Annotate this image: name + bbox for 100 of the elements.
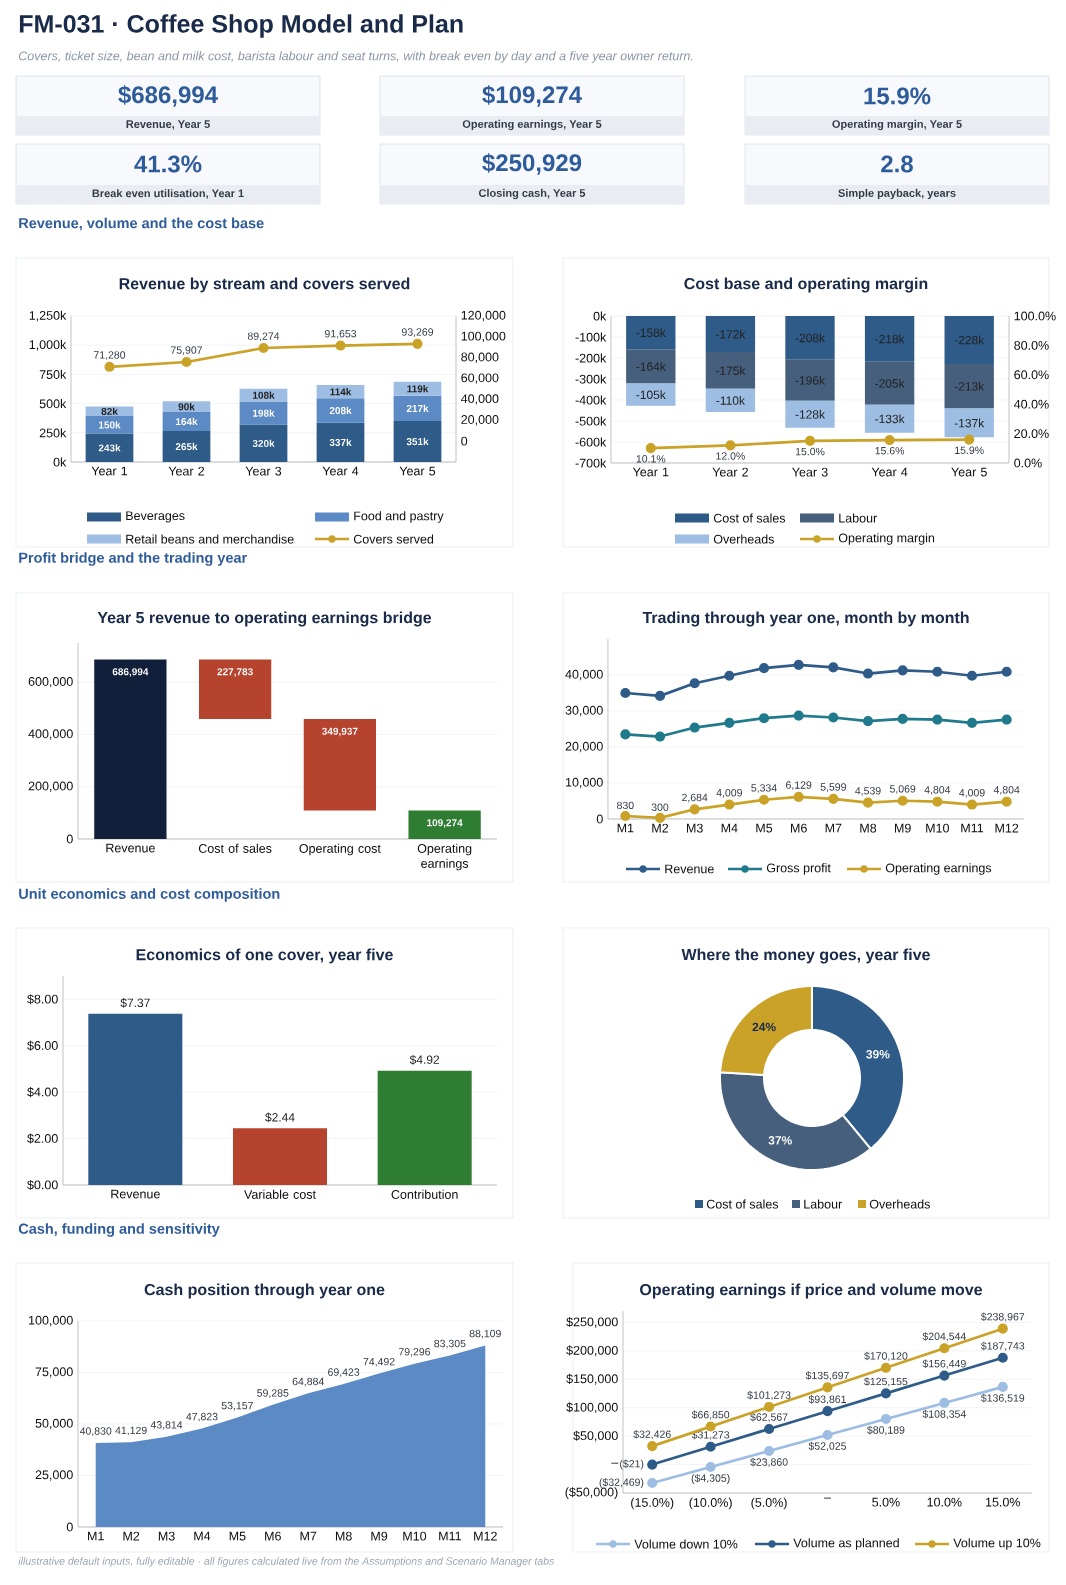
y2-tick-label: 60,000 xyxy=(461,373,499,384)
data-label: 37% xyxy=(768,1136,792,1145)
data-label: 265k xyxy=(175,442,198,451)
data-label: 320k xyxy=(252,439,275,447)
x-tick-label: M8 xyxy=(860,823,877,833)
point xyxy=(1001,796,1012,807)
bar xyxy=(626,383,676,406)
point xyxy=(822,1406,833,1417)
point xyxy=(758,794,770,805)
data-label: 93,269 xyxy=(401,328,434,337)
bar xyxy=(393,395,442,421)
data-label: -205k xyxy=(875,378,905,388)
y2-tick-label: 0.0% xyxy=(1014,458,1042,468)
point xyxy=(764,1401,775,1413)
y-tick-label: $250,000 xyxy=(566,1316,618,1328)
y-tick-label: 400,000 xyxy=(28,729,73,740)
chart-title: Trading through year one, month by month xyxy=(642,611,969,627)
data-label: 12.0% xyxy=(716,452,745,460)
point xyxy=(897,713,908,724)
y-tick-label: $2.00 xyxy=(27,1133,58,1144)
bar xyxy=(864,361,915,405)
data-label: 79,296 xyxy=(398,1348,431,1357)
bar xyxy=(316,398,365,423)
data-label: 90k xyxy=(178,402,195,411)
text: Cash, funding and sensitivity xyxy=(18,1223,220,1237)
data-label: 4,009 xyxy=(716,788,742,798)
y-tick-label: 50,000 xyxy=(35,1418,73,1430)
text: Revenue, volume and the cost base xyxy=(19,217,264,231)
bar xyxy=(705,352,756,389)
text: 2.8 xyxy=(881,155,913,173)
y-tick-label: $200,000 xyxy=(566,1345,618,1357)
data-label: 53,157 xyxy=(221,1401,253,1411)
x-tick-label: M1 xyxy=(88,1531,104,1541)
legend-label: Food and pastry xyxy=(354,511,444,523)
point xyxy=(997,1352,1008,1363)
legend-label: Volume up 10% xyxy=(953,1538,1041,1550)
data-label: 40,830 xyxy=(79,1427,112,1436)
bar xyxy=(785,400,835,428)
x-tick-label: M5 xyxy=(756,823,773,833)
data-label: $66,850 xyxy=(691,1410,730,1420)
data-label: -213k xyxy=(954,381,985,391)
text: Profit bridge and the trading year xyxy=(19,552,247,566)
data-label: $4.92 xyxy=(409,1054,440,1065)
data-label: $62,567 xyxy=(750,1412,788,1423)
data-label: 208k xyxy=(329,406,352,415)
data-label: 82k xyxy=(101,407,118,415)
point xyxy=(897,795,908,806)
data-label: 4,804 xyxy=(924,786,951,795)
y-tick-label: -400k xyxy=(575,395,607,405)
point xyxy=(724,799,735,810)
text: $250,929 xyxy=(482,153,582,175)
data-label: $101,273 xyxy=(747,1390,791,1401)
y-tick-label: 1,000k xyxy=(29,339,67,351)
chart-title: Cash position through year one xyxy=(144,1283,385,1299)
point xyxy=(828,793,839,804)
y-tick-label: 250k xyxy=(39,428,67,438)
data-label: 150k xyxy=(99,421,121,429)
x-tick-label: (5.0%) xyxy=(751,1497,787,1510)
y-tick-label: 100,000 xyxy=(29,1315,73,1327)
point xyxy=(647,1441,658,1452)
x-tick-label: M10 xyxy=(926,823,949,833)
x-tick-label: 15.0% xyxy=(986,1497,1021,1507)
bar xyxy=(864,316,915,362)
bar xyxy=(408,810,481,839)
data-label: -164k xyxy=(636,361,666,371)
y-tick-label: $6.00 xyxy=(27,1040,58,1051)
y-tick-label: ($50,000) xyxy=(565,1487,618,1499)
data-label: 24% xyxy=(752,1022,776,1032)
data-label: 75,907 xyxy=(170,346,203,356)
x-tick-label: (10.0%) xyxy=(689,1497,732,1510)
y-tick-label: 1,250k xyxy=(29,310,67,322)
data-label: $238,967 xyxy=(980,1312,1025,1322)
bar xyxy=(94,659,167,839)
data-label: $80,189 xyxy=(867,1425,905,1435)
y2-tick-label: 20,000 xyxy=(461,415,499,426)
point xyxy=(654,731,666,742)
y-tick-label: $4.00 xyxy=(27,1087,58,1098)
x-tick-label: (15.0%) xyxy=(631,1497,674,1510)
point xyxy=(620,687,631,699)
x-tick-label: M1 xyxy=(617,823,634,833)
data-label: 91,653 xyxy=(324,329,357,339)
bar xyxy=(85,433,134,462)
y-tick-label: 10,000 xyxy=(566,777,603,789)
data-label: -158k xyxy=(636,328,666,338)
point xyxy=(724,717,735,728)
x-tick-label: M9 xyxy=(371,1531,388,1541)
x-tick-label: Year 3 xyxy=(245,466,282,476)
data-label: 69,423 xyxy=(328,1368,360,1378)
y2-tick-label: 0 xyxy=(461,436,468,446)
y2-tick-label: 40,000 xyxy=(461,394,499,405)
y2-tick-label: 80,000 xyxy=(461,352,499,363)
y-tick-label: $50,000 xyxy=(573,1430,618,1442)
point xyxy=(966,670,978,681)
bar xyxy=(785,316,835,360)
y-tick-label: -200k xyxy=(575,353,607,363)
data-label: $108,354 xyxy=(922,1409,966,1419)
point xyxy=(828,662,839,673)
x-tick-label: 5.0% xyxy=(872,1497,900,1507)
data-label: -196k xyxy=(795,375,826,385)
chart-title: Revenue by stream and covers served xyxy=(119,277,410,293)
